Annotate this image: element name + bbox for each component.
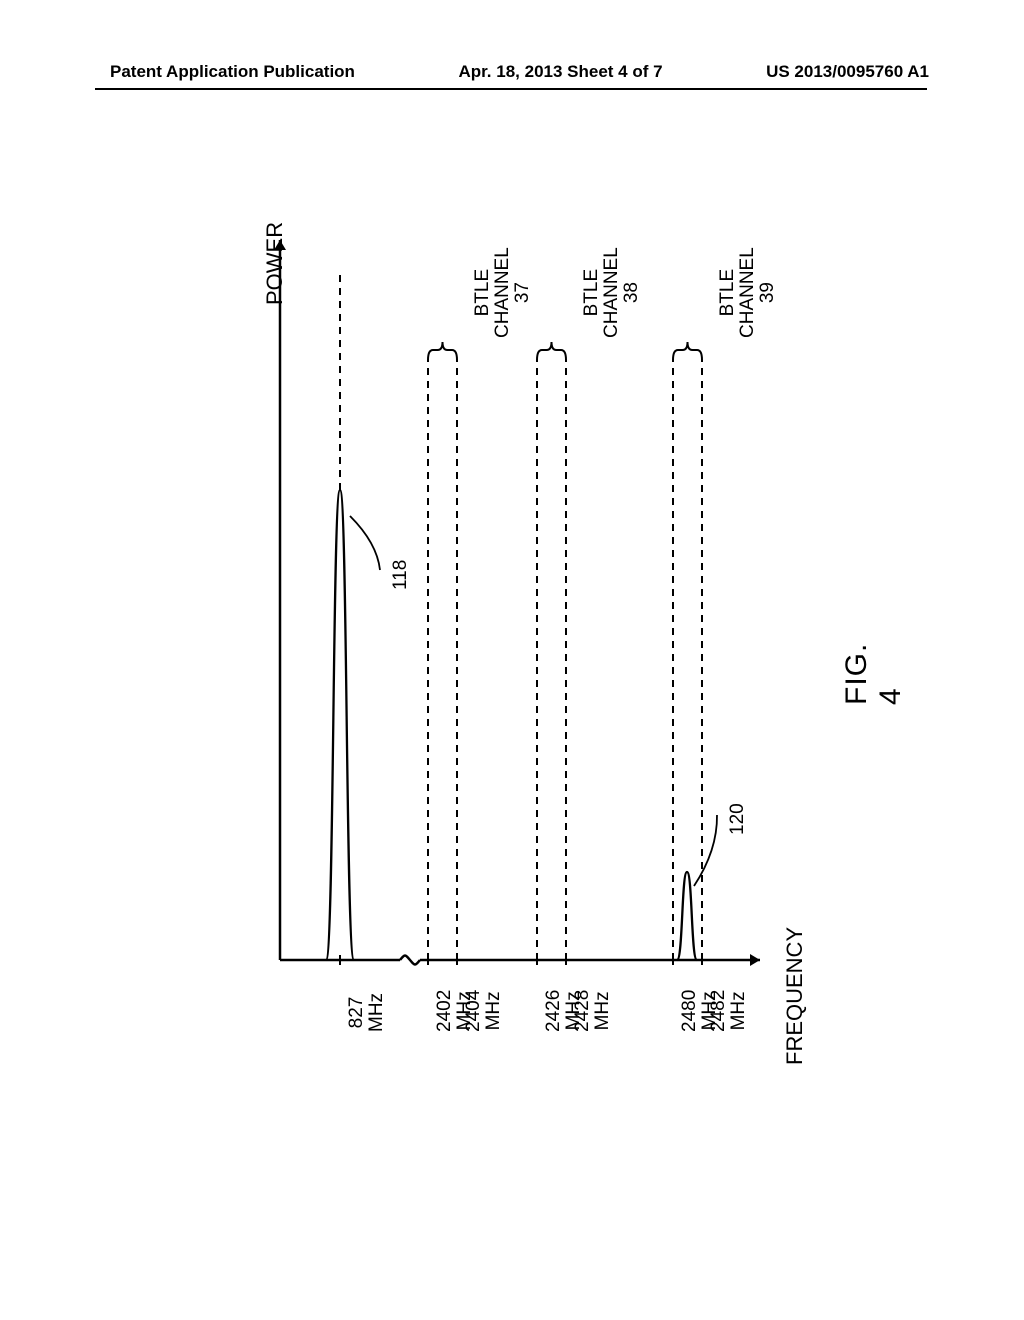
btle-channel-label: BTLECHANNEL37 — [473, 247, 533, 338]
page-header: Patent Application Publication Apr. 18, … — [0, 62, 1024, 82]
tick-freq: 2426 — [543, 990, 564, 1032]
header-left: Patent Application Publication — [110, 62, 355, 82]
tick-freq: 827 — [346, 997, 367, 1029]
x-tick-label: 2482MHz — [709, 990, 749, 1032]
tick-freq: 2428 — [572, 990, 593, 1032]
figure-area: POWER FREQUENCY FIG. 4 827MHz2402MHz2404… — [250, 180, 790, 1140]
x-tick-label: 2404MHz — [464, 990, 504, 1032]
reference-numeral: 120 — [727, 803, 749, 835]
tick-unit: MHz — [728, 991, 749, 1030]
tick-freq: 2480 — [679, 990, 700, 1032]
x-axis-label: FREQUENCY — [782, 927, 808, 1065]
tick-unit: MHz — [483, 991, 504, 1030]
tick-unit: MHz — [366, 993, 387, 1032]
x-tick-label: 827MHz — [347, 993, 387, 1032]
y-axis-label: POWER — [262, 222, 288, 305]
x-tick-label: 2428MHz — [573, 990, 613, 1032]
reference-numeral: 118 — [390, 560, 412, 590]
tick-freq: 2404 — [463, 990, 484, 1032]
btle-channel-label: BTLECHANNEL39 — [718, 247, 778, 338]
tick-unit: MHz — [592, 991, 613, 1030]
header-center: Apr. 18, 2013 Sheet 4 of 7 — [458, 62, 662, 82]
btle-channel-label: BTLECHANNEL38 — [582, 247, 642, 338]
header-rule — [95, 88, 927, 90]
header-right: US 2013/0095760 A1 — [766, 62, 929, 82]
tick-freq: 2482 — [708, 990, 729, 1032]
tick-freq: 2402 — [434, 990, 455, 1032]
figure-caption: FIG. 4 — [840, 643, 908, 705]
peak-118 — [326, 490, 354, 960]
